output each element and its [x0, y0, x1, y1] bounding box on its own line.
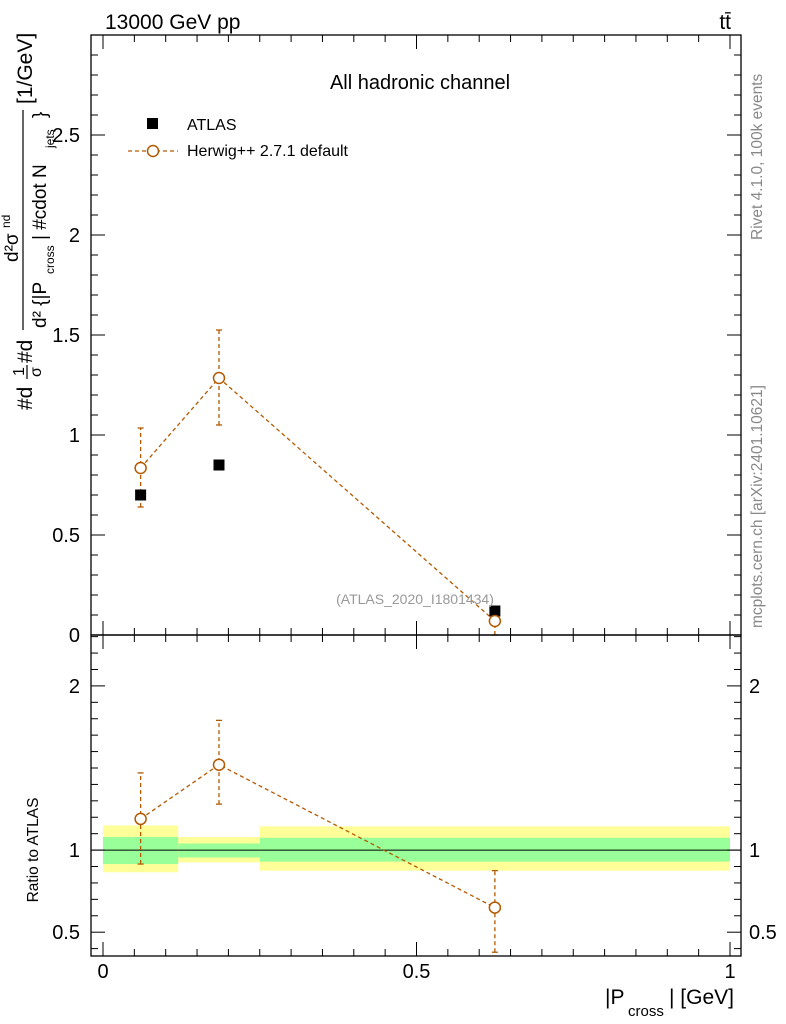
- ratio-ytick-label-right: 1: [749, 840, 760, 862]
- main-ytick-label: 0.5: [52, 525, 80, 547]
- ratio-ytick-label-left: 1: [69, 840, 80, 862]
- main-ytick-label: 1: [69, 425, 80, 447]
- mcplots-label: mcplots.cern.ch [arXiv:2401.10621]: [749, 385, 766, 628]
- xlabel: |P cross | [GeV]: [605, 986, 734, 1020]
- ylabel-frac1-num: 1: [11, 367, 28, 376]
- ratio-ytick-label-right: 0.5: [749, 922, 777, 944]
- herwig-line: [140, 377, 496, 622]
- atlas-point: [213, 459, 225, 471]
- ylabel-frac2-den-rest: | #cdot N: [30, 164, 51, 240]
- main-ytick-label: 0: [69, 625, 80, 647]
- ratio-ylabel: Ratio to ATLAS: [25, 798, 42, 903]
- xlabel-sub: cross: [628, 1003, 664, 1020]
- main-series: [134, 329, 502, 636]
- ratio-herwig-point: [488, 901, 502, 914]
- ratio-xtick-label: 1: [724, 961, 735, 983]
- ratio-ytick-labels: 0.5 0.5 1 1 2 2: [52, 676, 777, 944]
- rivet-label: Rivet 4.1.0, 100k events: [749, 73, 766, 240]
- ratio-bands: [103, 825, 730, 873]
- ylabel-frac2-num-sup: nd: [0, 215, 13, 228]
- ratio-ytick-label-right: 2: [749, 676, 760, 698]
- ylabel-frac2-den-sub2: jets: [43, 129, 57, 149]
- legend-herwig-label: Herwig++ 2.7.1 default: [187, 143, 349, 160]
- ratio-herwig-point: [212, 758, 226, 771]
- ylabel-hash-d: #d: [14, 387, 37, 410]
- ylabel-frac2-den-sub: cross: [43, 245, 57, 274]
- ratio-frame: [90, 634, 742, 957]
- legend-atlas-marker: [147, 118, 158, 129]
- xlabel-part2: | [GeV]: [669, 986, 734, 1009]
- ratio-ticks: [91, 635, 741, 956]
- atlas-point: [135, 489, 147, 501]
- herwig-point: [134, 461, 147, 475]
- ylabel-frac2-den-end: }: [30, 112, 51, 118]
- ylabel-frac2-den: d² {|P: [30, 282, 51, 328]
- ratio-herwig-point: [134, 812, 147, 826]
- main-ylabel: #d 1 σ #d d²σ nd d² {|P cross | #cdot N …: [0, 33, 57, 410]
- ylabel-frac1-den: σ: [28, 367, 45, 377]
- ratio-panel: 0.5 0.51 12 2 0 0.5 1 Ratio to ATLAS |P cross…: [25, 634, 777, 1020]
- ylabel-frac2-num: d²σ: [2, 233, 23, 262]
- legend: ATLAS Herwig++ 2.7.1 default: [128, 117, 349, 160]
- legend-atlas-label: ATLAS: [187, 117, 237, 134]
- ratio-series: [134, 719, 502, 953]
- main-ytick-label: 2.5: [52, 125, 80, 147]
- main-ytick-labels: 0 0.5 1 1.5 2 2.5: [52, 125, 80, 647]
- ratio-ytick-label-left: 0.5: [52, 922, 80, 944]
- ylabel-mid: #d: [14, 340, 37, 363]
- header-left: 13000 GeV pp: [105, 11, 240, 34]
- ratio-xtick-label: 0: [97, 961, 108, 983]
- ratio-xtick-label: 0.5: [403, 961, 431, 983]
- chart-title: All hadronic channel: [330, 72, 510, 94]
- analysis-tag: (ATLAS_2020_I1801434): [336, 591, 494, 607]
- xlabel-part1: |P: [605, 986, 624, 1009]
- ratio-herwig-line: [140, 763, 496, 909]
- herwig-point: [212, 371, 226, 385]
- main-panel: 0 0.5 1 1.5 2 2.5 All hadronic channel (ATLAS…: [0, 33, 742, 647]
- legend-herwig-marker: [146, 144, 160, 158]
- herwig-point: [488, 614, 502, 628]
- atlas-point: [489, 605, 501, 617]
- ylabel-units: [1/GeV]: [14, 33, 37, 104]
- main-ytick-label: 1.5: [52, 325, 80, 347]
- ratio-xtick-labels: 0 0.5 1: [97, 961, 735, 983]
- header-right: tt̄: [719, 11, 731, 34]
- main-ytick-label: 2: [69, 225, 80, 247]
- ratio-ytick-label-left: 2: [69, 676, 80, 698]
